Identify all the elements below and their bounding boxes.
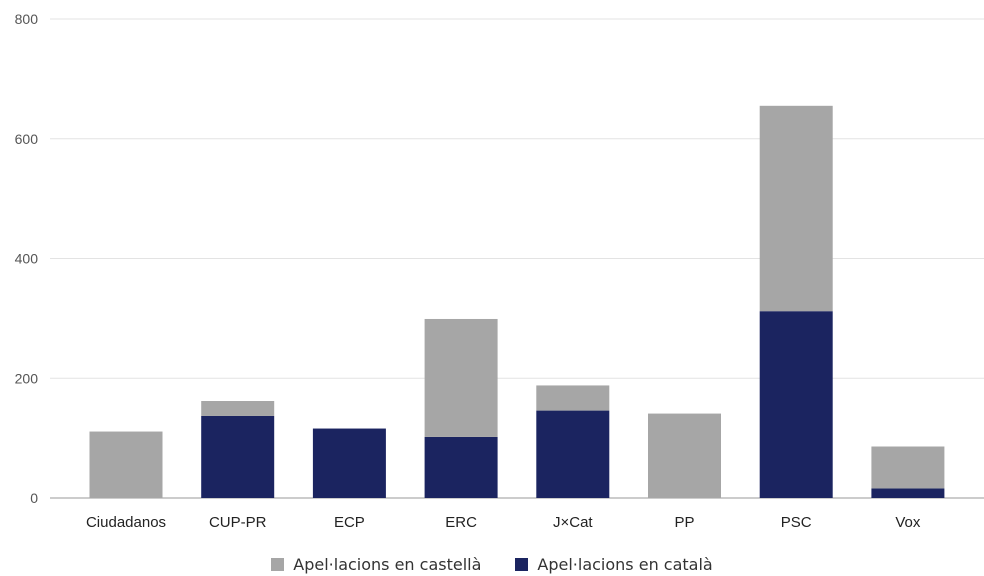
- bar-erc-castella: [424, 318, 498, 437]
- y-tick-label-400: 400: [15, 251, 39, 267]
- x-tick-label-psc: PSC: [781, 514, 812, 531]
- bar-erc-catala: [424, 436, 498, 498]
- x-tick-label-cup-pr: CUP-PR: [209, 514, 267, 531]
- bar-j-cat-castella: [536, 385, 610, 411]
- legend-item-catala: Apel·lacions en català: [515, 555, 713, 574]
- bar-cup-pr-catala: [201, 415, 275, 498]
- x-tick-label-pp: PP: [674, 514, 694, 531]
- bar-ecp-catala: [312, 428, 386, 498]
- stacked-bar-chart: 0 200 400 600 800 Ciudadanos CUP-PR ECP ERC J×Ca…: [15, 11, 984, 531]
- x-tick-label-vox: Vox: [895, 514, 921, 531]
- x-tick-label-erc: ERC: [445, 514, 477, 531]
- x-tick-label-j-cat: J×Cat: [553, 514, 593, 531]
- legend-swatch-castella: [271, 558, 285, 571]
- x-axis: Ciudadanos CUP-PR ECP ERC J×Cat PP PSC Vox: [86, 514, 921, 531]
- legend-label-castella: Apel·lacions en castellà: [293, 555, 482, 574]
- bar-psc-castella: [759, 105, 833, 312]
- bar-vox-castella: [871, 446, 945, 489]
- gridlines: [50, 18, 984, 499]
- y-tick-label-0: 0: [30, 490, 38, 506]
- legend: Apel·lacions en castellà Apel·lacions en…: [0, 553, 984, 576]
- y-tick-label-800: 800: [15, 11, 39, 27]
- legend-swatch-catala: [515, 558, 529, 571]
- bar-psc-catala: [759, 311, 833, 498]
- bar-j-cat-catala: [536, 410, 610, 498]
- bar-vox-catala: [871, 488, 945, 498]
- legend-item-castella: Apel·lacions en castellà: [271, 555, 481, 574]
- bar-ciudadanos-castella: [89, 431, 163, 498]
- y-tick-label-600: 600: [15, 131, 39, 147]
- bar-pp-castella: [648, 413, 721, 498]
- y-tick-label-200: 200: [15, 370, 39, 386]
- x-tick-label-ciudadanos: Ciudadanos: [86, 514, 166, 531]
- x-tick-label-ecp: ECP: [334, 514, 365, 531]
- y-axis: 0 200 400 600 800: [15, 11, 39, 506]
- legend-label-catala: Apel·lacions en català: [537, 555, 713, 574]
- bars: [89, 105, 945, 498]
- bar-cup-pr-castella: [201, 401, 275, 416]
